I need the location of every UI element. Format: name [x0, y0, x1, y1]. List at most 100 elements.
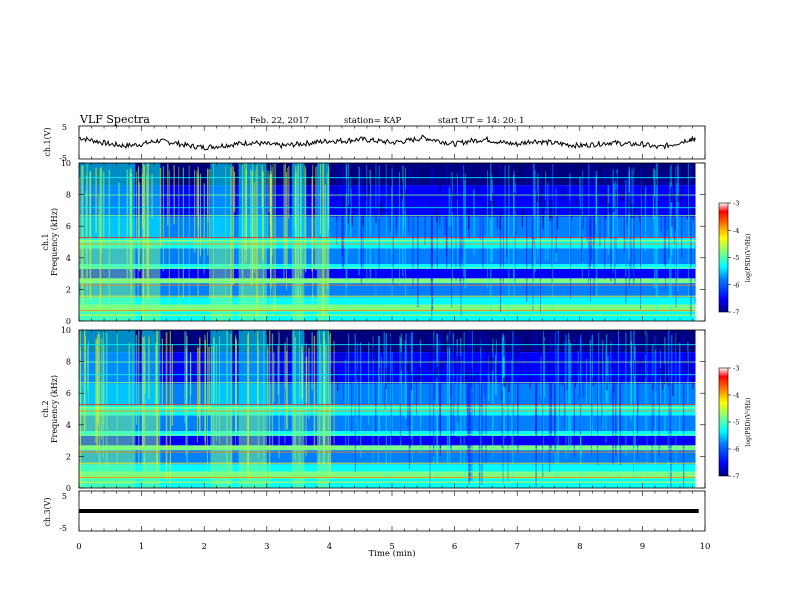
spectrogram-streak [623, 177, 626, 252]
spectrogram-speckle [671, 208, 673, 227]
spectrogram-speckle [499, 209, 501, 230]
spectrogram-streak [268, 170, 270, 213]
spectrogram-speckle [547, 171, 549, 179]
time-tick-label: 10 [700, 542, 711, 552]
spectrogram-speckle [606, 194, 608, 210]
spectrogram-speckle [628, 192, 630, 214]
spectrogram-speckle [436, 366, 439, 382]
spectrogram-speckle [657, 201, 660, 207]
spectrogram-streak [95, 167, 97, 233]
spectrogram-streak [511, 344, 513, 448]
spectrogram-speckle [363, 176, 365, 195]
spectrogram-speckle [491, 165, 494, 180]
narrowband-line [79, 374, 696, 376]
spectrogram-speckle [643, 362, 646, 378]
spectrogram-streak [552, 164, 554, 315]
spectrogram-streak [251, 171, 254, 286]
spectrogram-speckle [440, 356, 442, 379]
spectrogram-speckle [626, 344, 628, 351]
spectrogram-speckle [689, 191, 691, 202]
spectrogram-streak [322, 163, 324, 317]
spectrogram-streak [550, 343, 552, 451]
spectrogram-speckle [566, 372, 568, 390]
spectrogram-speckle [492, 193, 494, 206]
spectrogram-streak [573, 337, 576, 457]
spectrogram-streak [587, 163, 590, 298]
spectrogram-streak [142, 163, 145, 321]
spectrogram-speckle [368, 182, 370, 196]
spectrogram-streak [550, 338, 552, 397]
spectrogram-streak [548, 333, 551, 473]
spectrogram-speckle [615, 189, 617, 210]
spectrogram-band [79, 404, 696, 416]
spectrogram-streak [407, 333, 409, 426]
spectrogram-speckle [615, 173, 618, 184]
spectrogram-band [79, 185, 696, 217]
spectrogram-streak [612, 169, 614, 266]
spectrogram-speckle [544, 199, 546, 211]
spectrogram-streak [198, 337, 201, 435]
spectrogram-speckle [585, 202, 587, 207]
spectrogram-streak [687, 163, 689, 301]
spectrogram-streak [557, 339, 559, 405]
spectrogram-speckle [407, 359, 410, 372]
spectrogram-band [79, 311, 696, 321]
ch1-voltage-ylabel: ch.1(V) [43, 127, 52, 156]
spectrogram-streak [311, 332, 313, 391]
spectrogram-speckle [462, 169, 464, 174]
spectrogram-streak [668, 332, 670, 462]
spectrogram-speckle [344, 345, 347, 360]
spectrogram-speckle [391, 332, 393, 341]
spectrogram-streak [654, 335, 657, 466]
colorbar-tick-label: -4 [733, 227, 739, 235]
spectrogram-speckle [491, 357, 493, 371]
spectrogram-speckle [513, 191, 515, 196]
spectrogram-streak [448, 187, 450, 227]
spectrogram-streak [615, 165, 617, 263]
spectrogram-streak [460, 163, 462, 317]
narrowband-line [79, 267, 696, 269]
spectrogram-speckle [336, 369, 339, 391]
spectrogram-streak [501, 337, 503, 449]
spectrogram-streak [188, 165, 190, 303]
spectrogram-speckle [365, 180, 367, 201]
spectrogram-streak [604, 173, 606, 280]
spectrogram-streak [463, 165, 465, 278]
spectrogram-streak [487, 170, 489, 289]
spectrogram-streak [492, 338, 494, 459]
spectrogram-streak [116, 334, 118, 468]
spectrogram-streak [532, 331, 533, 383]
frequency-tick-label: 2 [66, 452, 71, 461]
spectrogram-speckle [586, 338, 589, 356]
spectrogram-streak [396, 168, 398, 229]
spectrogram-streak [257, 341, 259, 458]
time-tick-label: 1 [139, 542, 144, 552]
spectrogram-speckle [386, 373, 389, 383]
spectrogram-streak [508, 164, 510, 316]
spectrogram-band [79, 445, 696, 451]
spectrogram-streak [514, 177, 516, 284]
spectrogram-streak [211, 346, 213, 432]
spectrogram-speckle [629, 198, 632, 207]
spectrogram-speckle [536, 330, 539, 338]
spectrogram-speckle [544, 340, 546, 345]
ch2-frequency-ylabel: Frequency (kHz) [50, 375, 59, 443]
spectrogram-speckle [522, 209, 524, 217]
spectrogram-streak [502, 175, 504, 285]
spectrogram-streak [455, 164, 457, 282]
spectrogram-streak [138, 330, 140, 483]
spectrogram-streak [515, 194, 517, 234]
spectrogram-streak [82, 165, 84, 306]
spectrogram-speckle [438, 175, 441, 195]
spectrogram-speckle [427, 360, 430, 378]
ch1-voltage-trace [78, 134, 696, 151]
spectrogram-speckle [459, 355, 461, 376]
spectrogram-streak [336, 181, 338, 245]
ch3-voltage-panel: 5 -5 ch.3(V) [43, 490, 706, 533]
spectrogram-streak [640, 180, 642, 265]
spectrogram-speckle [668, 360, 670, 368]
spectrogram-streak [595, 170, 598, 297]
spectrogram-streak [446, 164, 448, 279]
spectrogram-streak [346, 164, 348, 288]
spectrogram-streak [513, 174, 515, 284]
